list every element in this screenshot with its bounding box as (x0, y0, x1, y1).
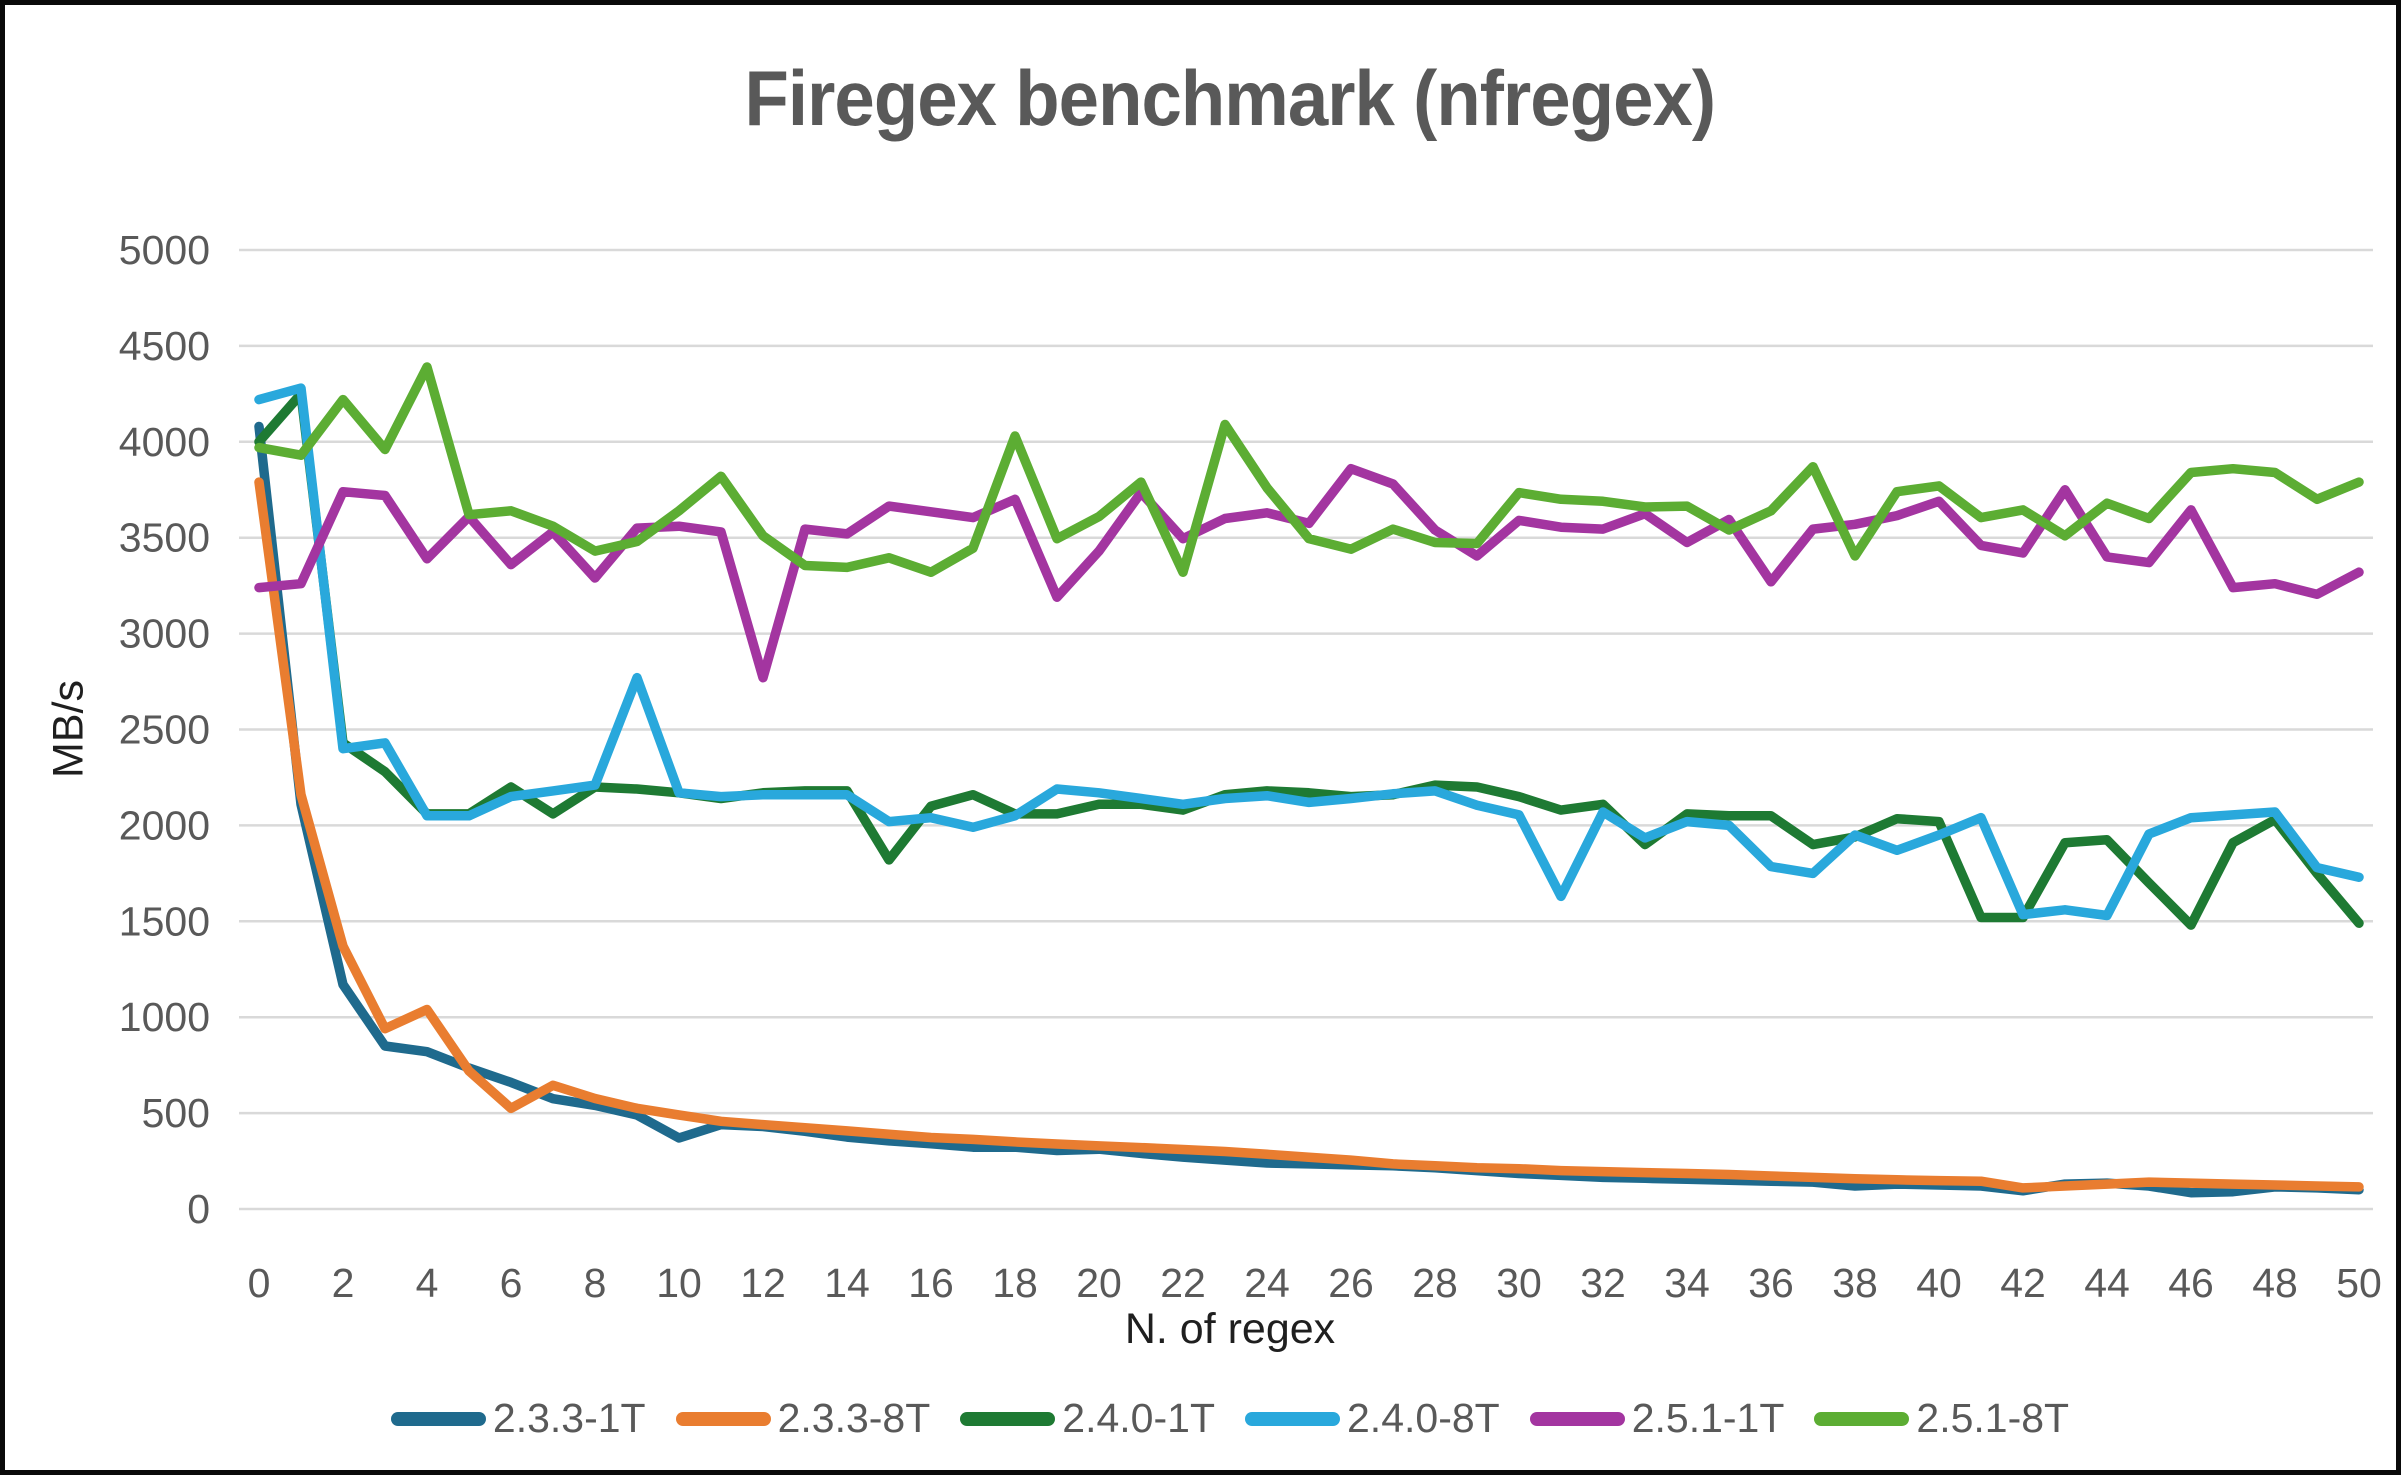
benchmark-line-chart: 0500100015002000250030003500400045005000… (119, 227, 2382, 1306)
svg-text:1500: 1500 (119, 898, 210, 944)
legend-swatch-icon (1814, 1411, 1910, 1426)
svg-text:2500: 2500 (119, 707, 210, 753)
svg-text:10: 10 (656, 1260, 702, 1306)
svg-text:500: 500 (142, 1090, 210, 1136)
svg-text:20: 20 (1076, 1260, 1122, 1306)
gridlines (239, 248, 2373, 1211)
y-axis-tick-labels: 0 500 1000 1500 2000 2500 3000 3500 4000 4500 5000 (119, 227, 210, 1232)
svg-text:3500: 3500 (119, 515, 210, 561)
x-axis-tick-labels: 0 2 4 6 8 10 12 14 16 18 20 22 24 26 28 30 32 34 36 38 40 42 4… (248, 1260, 2382, 1306)
svg-text:2: 2 (332, 1260, 355, 1306)
svg-text:12: 12 (740, 1260, 786, 1306)
legend-item-2.4.0-8T: 2.4.0-8T (1245, 1395, 1500, 1442)
svg-text:0: 0 (248, 1260, 271, 1306)
svg-text:4: 4 (416, 1260, 439, 1306)
legend-label: 2.3.3-8T (777, 1395, 931, 1441)
svg-text:4500: 4500 (119, 323, 210, 369)
chart-title-text: Firegex benchmark (nfregex) (744, 54, 1717, 142)
svg-text:0: 0 (187, 1186, 210, 1232)
svg-text:38: 38 (1832, 1260, 1878, 1306)
svg-text:30: 30 (1496, 1260, 1542, 1306)
svg-text:48: 48 (2252, 1260, 2298, 1306)
series-lines (254, 362, 2364, 1198)
svg-text:5000: 5000 (119, 227, 210, 273)
svg-text:4000: 4000 (119, 419, 210, 465)
legend-label: 2.5.1-8T (1916, 1395, 2070, 1441)
svg-text:34: 34 (1664, 1260, 1710, 1306)
legend-item-2.3.3-8T: 2.3.3-8T (675, 1395, 931, 1442)
legend-label: 2.5.1-1T (1631, 1395, 1785, 1441)
legend-swatch-icon (1245, 1411, 1340, 1426)
legend-swatch-icon (675, 1411, 771, 1426)
legend-swatch-icon (960, 1411, 1056, 1426)
svg-text:28: 28 (1412, 1260, 1458, 1306)
svg-text:36: 36 (1748, 1260, 1794, 1306)
x-axis-title: N. of regex (1124, 1305, 1336, 1353)
svg-text:2000: 2000 (119, 802, 210, 848)
svg-text:50: 50 (2336, 1260, 2382, 1306)
svg-text:6: 6 (500, 1260, 523, 1306)
legend-swatch-icon (390, 1411, 486, 1426)
series-line-2.4.0-1T (254, 389, 2364, 930)
svg-text:22: 22 (1160, 1260, 1206, 1306)
svg-text:3000: 3000 (119, 611, 210, 657)
svg-text:44: 44 (2084, 1260, 2130, 1306)
legend-item-2.4.0-1T: 2.4.0-1T (960, 1395, 1215, 1442)
svg-text:8: 8 (584, 1260, 607, 1306)
svg-text:18: 18 (992, 1260, 1038, 1306)
svg-text:46: 46 (2168, 1260, 2214, 1306)
svg-text:32: 32 (1580, 1260, 1626, 1306)
svg-text:42: 42 (2000, 1260, 2046, 1306)
chart-title: Firegex benchmark (nfregex) (5, 53, 2396, 144)
series-line-2.5.1-1T (254, 463, 2364, 683)
series-line-2.3.3-8T (254, 477, 2364, 1193)
legend-label: 2.4.0-8T (1347, 1395, 1500, 1441)
legend-label: 2.4.0-1T (1062, 1395, 1215, 1441)
legend-swatch-icon (1529, 1411, 1625, 1426)
svg-text:14: 14 (824, 1260, 870, 1306)
legend-item-2.3.3-1T: 2.3.3-1T (390, 1395, 646, 1442)
legend-item-2.5.1-1T: 2.5.1-1T (1529, 1395, 1785, 1442)
svg-text:24: 24 (1244, 1260, 1290, 1306)
legend-item-2.5.1-8T: 2.5.1-8T (1814, 1395, 2069, 1442)
y-axis-title: MB/s (44, 680, 93, 778)
svg-text:26: 26 (1328, 1260, 1374, 1306)
svg-text:40: 40 (1916, 1260, 1962, 1306)
svg-text:1000: 1000 (119, 994, 210, 1040)
series-line-2.5.1-8T (254, 362, 2364, 577)
series-line-2.4.0-8T (254, 383, 2364, 921)
svg-text:16: 16 (908, 1260, 954, 1306)
legend-label: 2.3.3-1T (492, 1395, 646, 1441)
chart-legend: 2.3.3-1T 2.3.3-8T 2.4.0-1T 2.4.0-8T 2.5.1-1T… (5, 1395, 2396, 1442)
